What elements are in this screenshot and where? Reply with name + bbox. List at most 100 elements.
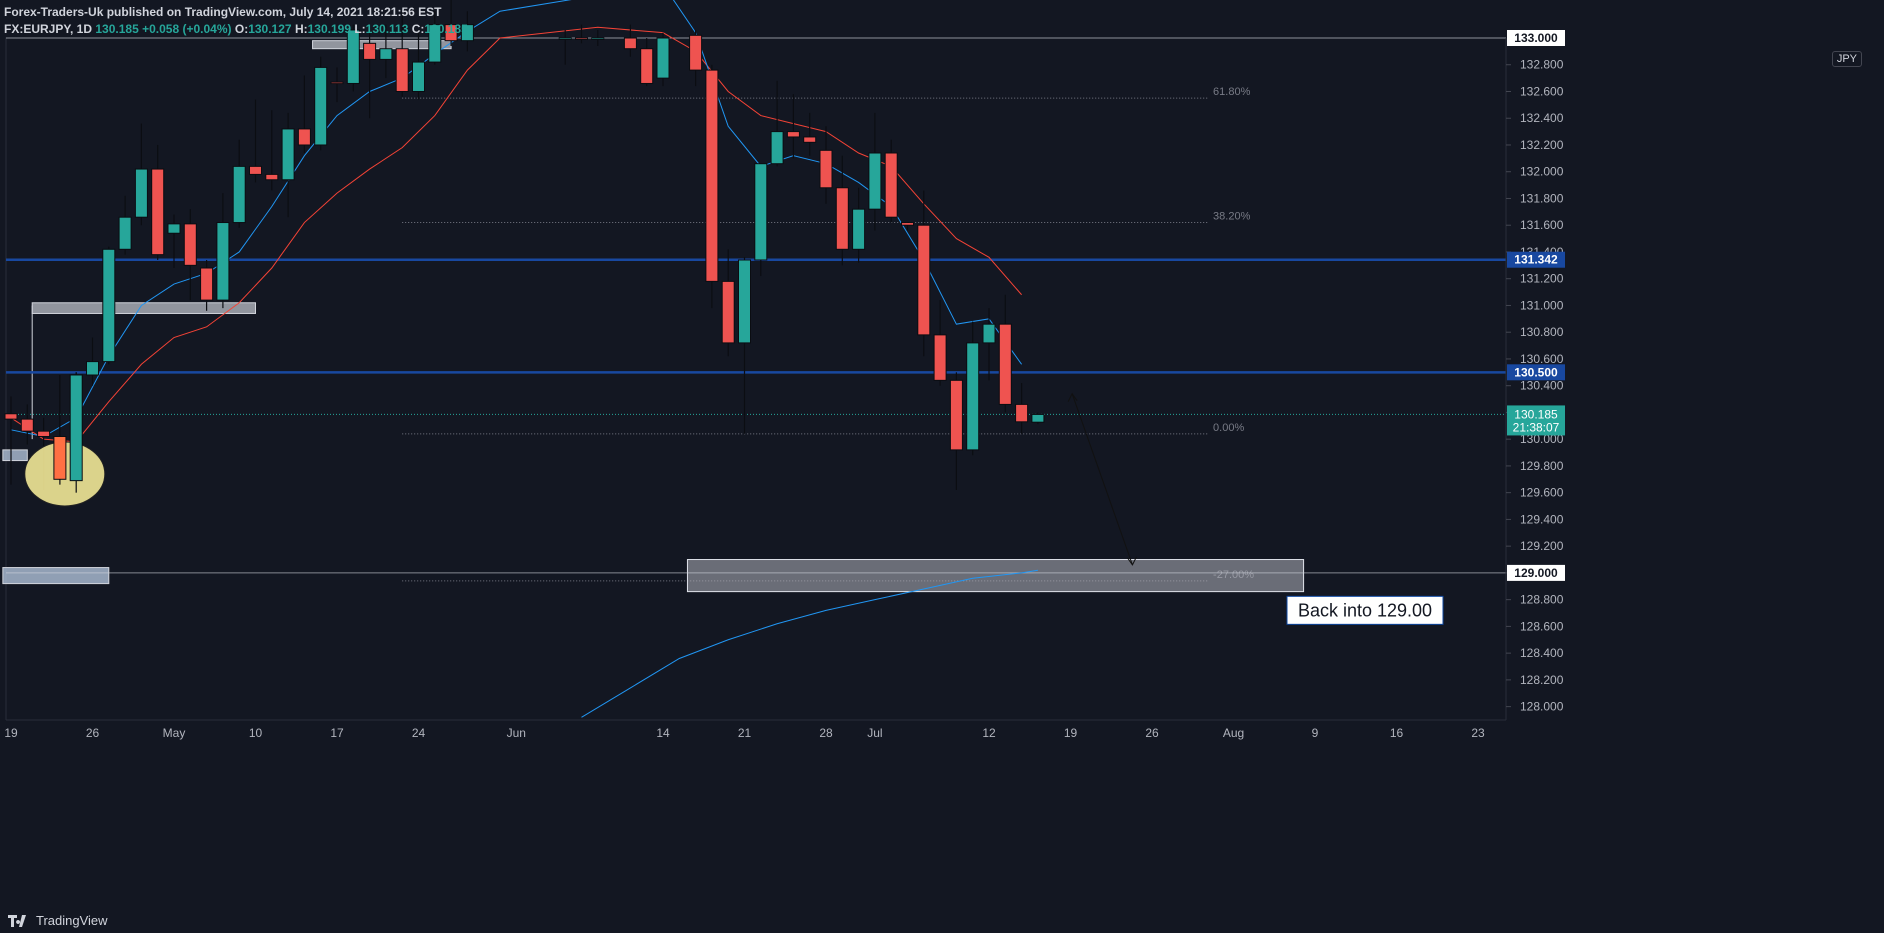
candle-body (656, 37, 670, 79)
fib-label: 61.80% (1213, 86, 1251, 98)
low-value: 130.113 (365, 22, 409, 36)
time-axis: 19 26 May 10 17 24 Jun 14 21 28 Jul 12 19 26 Aug 9 16 23 (0, 719, 1884, 908)
candle-body (623, 37, 637, 50)
tradingview-logo[interactable]: TradingView (8, 913, 108, 928)
x-tick-label: 28 (819, 726, 833, 740)
y-tick-label: 131.800 (1520, 191, 1564, 205)
footer-bar: TradingView (0, 908, 1884, 933)
candle-body (102, 248, 116, 363)
candle-body (281, 128, 295, 181)
candle-body (803, 136, 817, 143)
x-tick-label: 9 (1312, 726, 1319, 740)
candle-body (346, 29, 360, 84)
candles (4, 0, 1045, 493)
open-label: O: (234, 22, 249, 36)
candle-body (20, 418, 34, 432)
candle-body (69, 374, 83, 482)
price-axis: 128.000 128.200 128.400 128.600 128.800 129.0… (1505, 0, 1884, 720)
candle-body (901, 222, 914, 226)
y-tick-label: 129.800 (1520, 459, 1564, 473)
x-tick-label: 19 (1064, 726, 1078, 740)
x-tick-label: 12 (982, 726, 996, 740)
candle-body (640, 48, 654, 84)
last-price-badge (1507, 405, 1565, 436)
x-tick-label: 21 (738, 726, 752, 740)
candle-body (249, 165, 262, 175)
footer-brand: TradingView (36, 913, 108, 928)
last-price-badge-text: 130.185 (1514, 407, 1558, 421)
candle-body (933, 334, 947, 381)
y-tick-label: 128.600 (1520, 619, 1564, 633)
candle-body (297, 128, 311, 146)
candle-body (835, 187, 849, 250)
level-badge (1507, 30, 1565, 46)
candle-body (1015, 403, 1029, 423)
candle-body (949, 379, 963, 451)
y-tick-label: 132.400 (1520, 111, 1564, 125)
publish-text: Forex-Traders-Uk published on TradingVie… (4, 5, 442, 19)
annotations: Back into 129.00 (24, 372, 1444, 625)
high-value: 130.199 (307, 22, 351, 36)
candle-body (998, 323, 1012, 405)
candle-body (232, 165, 246, 224)
candle-body (86, 361, 99, 376)
candle-body (4, 413, 18, 420)
x-tick-label: Jun (507, 726, 526, 740)
candle-body (917, 224, 931, 336)
candle-body (770, 131, 784, 165)
symbol-label: FX:EURJPY, 1D (4, 22, 93, 36)
moving-averages (10, 0, 1038, 718)
candle-body (884, 152, 898, 218)
candle-body (265, 173, 279, 181)
close-label: C: (411, 22, 425, 36)
fib-label: 0.00% (1213, 422, 1244, 434)
time-axis-bg (0, 720, 1884, 908)
y-tick-label: 132.000 (1520, 165, 1564, 179)
y-tick-label: 129.400 (1520, 512, 1564, 526)
x-tick-label: 26 (1145, 726, 1159, 740)
candle-body (412, 61, 425, 92)
left-zone-1 (2, 449, 28, 462)
candle-body (395, 48, 409, 92)
x-tick-label: 23 (1471, 726, 1485, 740)
candle-body (330, 81, 344, 85)
y-tick-label: 129.600 (1520, 486, 1564, 500)
candle-body (738, 259, 751, 344)
horizontal-levels (6, 37, 1506, 574)
x-tick-label: 17 (330, 726, 344, 740)
x-tick-label: 24 (412, 726, 426, 740)
candle-body (200, 267, 214, 301)
candle-body (966, 342, 980, 451)
y-tick-label: 128.000 (1520, 700, 1564, 714)
level-badge-text: 130.500 (1514, 365, 1558, 379)
level-badge (1507, 251, 1565, 268)
y-tick-label: 131.000 (1520, 298, 1564, 312)
level-badge-text: 131.342 (1514, 253, 1558, 267)
high-label: H: (294, 22, 308, 36)
arrow-head-top (1067, 392, 1078, 402)
candle-body (982, 323, 996, 344)
candle-body (444, 24, 458, 42)
candle-body (558, 37, 572, 40)
currency-badge[interactable]: JPY (1831, 51, 1862, 67)
candle-body (363, 42, 377, 60)
last-price: 130.185 (95, 22, 139, 36)
y-tick-label: 128.200 (1520, 673, 1564, 687)
candle-body (167, 223, 181, 234)
x-tick-label: 10 (249, 726, 263, 740)
y-tick-label: 131.600 (1520, 218, 1564, 232)
open-value: 130.127 (248, 22, 292, 36)
y-tick-label: 131.200 (1520, 272, 1564, 286)
candle-body (1031, 413, 1045, 423)
candle-body (428, 24, 442, 63)
candle-body (134, 168, 148, 218)
close-value: 130.185 (424, 22, 468, 36)
candle-body (591, 37, 605, 40)
y-tick-label: 130.800 (1520, 325, 1564, 339)
y-tick-label: 129.200 (1520, 539, 1564, 553)
ohlc-legend: FX:EURJPY, 1D 130.185 +0.058 (+0.04%) O:… (4, 22, 468, 36)
candle-body (118, 216, 132, 250)
candle-body (754, 163, 768, 261)
candle-body (852, 208, 866, 250)
